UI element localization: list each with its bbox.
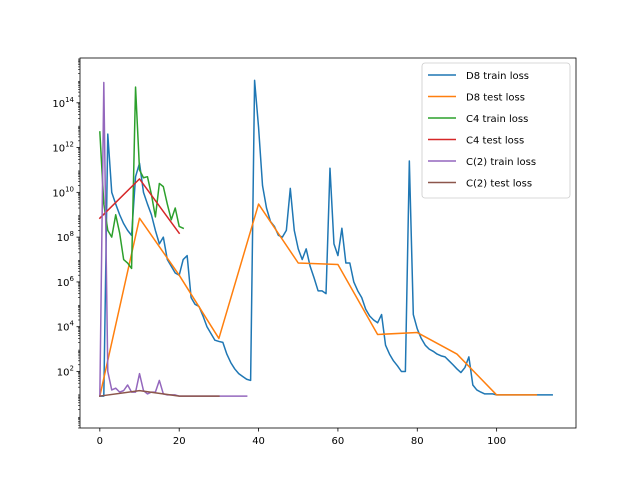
legend-label-0: D8 train loss (466, 71, 529, 82)
series-line-2 (99, 86, 185, 270)
legend-label-5: C(2) test loss (466, 179, 532, 190)
x-tick-label-4: 80 (411, 436, 424, 447)
x-tick-label-5: 100 (487, 436, 506, 447)
x-tick-label-0: 0 (97, 436, 103, 447)
legend-label-4: C(2) train loss (466, 157, 536, 168)
legend-label-2: C4 train loss (466, 114, 528, 125)
x-axis: 0 20 40 60 80 100 (97, 428, 506, 447)
series-line-1 (98, 203, 538, 397)
y-tick-label-4: 1010 (52, 185, 74, 199)
y-tick-label-1: 104 (57, 320, 75, 334)
y-tick-label-5: 1012 (52, 141, 74, 155)
legend-label-3: C4 test loss (466, 136, 524, 147)
legend: D8 train loss D8 test loss C4 train loss C4… (421, 62, 571, 199)
x-tick-label-2: 40 (252, 436, 265, 447)
x-tick-label-3: 60 (332, 436, 345, 447)
legend-label-1: D8 test loss (466, 93, 525, 104)
y-tick-label-2: 106 (57, 275, 75, 289)
series-line-5 (98, 389, 220, 397)
x-tick-label-1: 20 (173, 436, 186, 447)
y-tick-label-3: 108 (57, 230, 74, 244)
legend-box (421, 62, 571, 199)
y-tick-label-6: 1014 (52, 96, 74, 110)
series-line-0 (99, 79, 553, 397)
y-tick-label-0: 102 (57, 365, 74, 379)
y-axis: 102 104 106 108 1010 1012 1014 (52, 58, 80, 429)
series-line-3 (98, 178, 181, 235)
plot-frame (79, 57, 577, 429)
plot-lines (98, 79, 553, 397)
